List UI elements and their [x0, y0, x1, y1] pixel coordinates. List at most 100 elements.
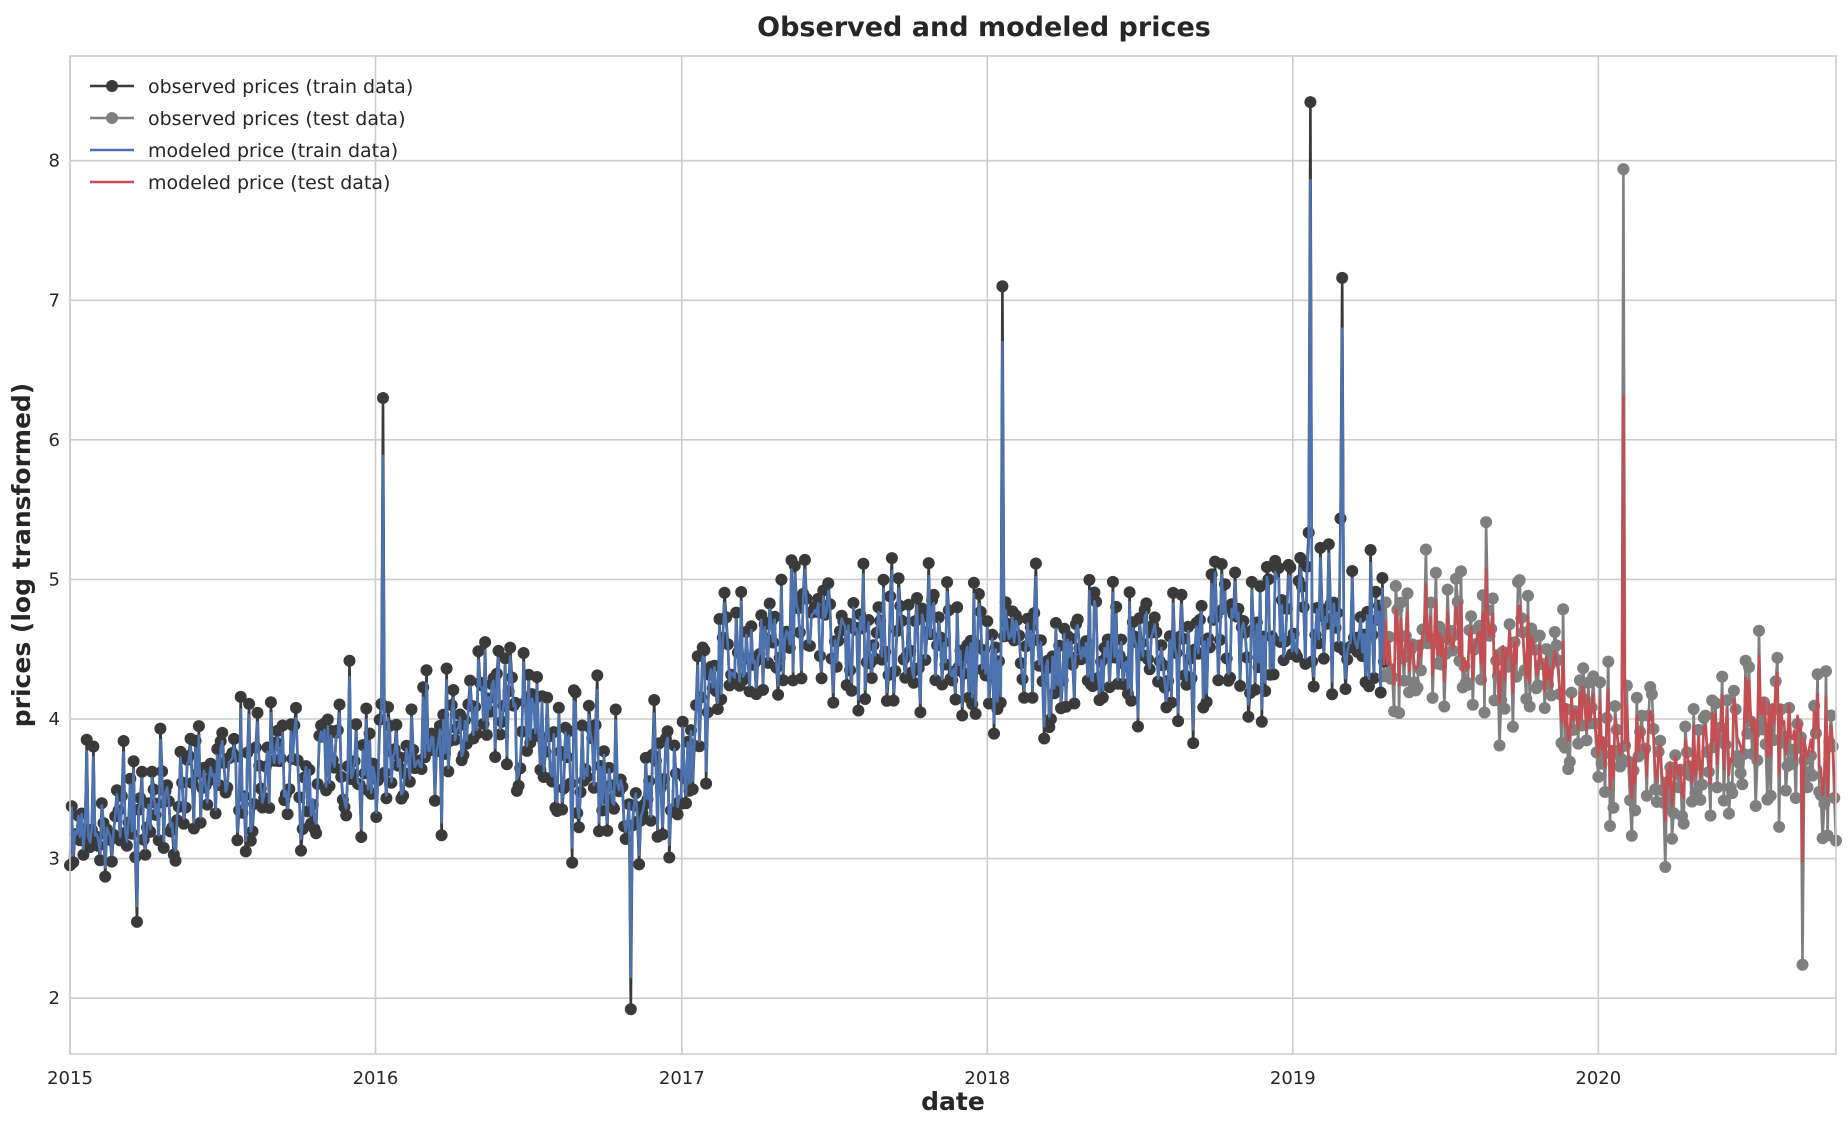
observed-train-point	[1249, 683, 1262, 696]
observed-train-point	[663, 851, 676, 864]
observed-train-point	[1071, 613, 1084, 626]
observed-test-point	[1592, 770, 1605, 783]
observed-train-point	[847, 597, 860, 609]
observed-train-point	[591, 669, 604, 682]
observed-train-point	[956, 709, 969, 722]
observed-train-point	[1307, 680, 1320, 693]
observed-train-point	[500, 758, 513, 771]
observed-test-point	[1548, 626, 1561, 638]
observed-train-point	[676, 715, 689, 728]
observed-train-point	[803, 639, 816, 652]
observed-train-point	[479, 636, 492, 649]
observed-train-point	[661, 725, 674, 738]
observed-test-point	[1773, 820, 1786, 833]
observed-train-point	[1339, 683, 1352, 695]
y-tick-label: 4	[49, 709, 60, 730]
observed-train-point	[494, 728, 507, 741]
observed-train-point	[1336, 271, 1349, 284]
observed-test-point	[1522, 589, 1534, 602]
observed-test-point	[1604, 820, 1616, 832]
observed-train-point	[671, 808, 684, 821]
y-tick-label: 2	[49, 988, 60, 1009]
legend-swatch-marker	[106, 80, 118, 92]
observed-train-point	[154, 722, 167, 735]
observed-test-point	[1716, 670, 1729, 683]
observed-train-point	[718, 586, 731, 599]
legend-label: modeled price (test data)	[148, 172, 390, 194]
observed-train-point	[117, 735, 130, 747]
observed-test-point	[1411, 681, 1424, 694]
observed-test-point	[1687, 703, 1700, 715]
observed-train-point	[380, 792, 393, 805]
observed-train-point	[377, 392, 389, 404]
legend-item: modeled price (train data)	[90, 140, 398, 162]
observed-test-point	[1557, 603, 1570, 616]
observed-test-point	[1498, 702, 1511, 715]
observed-train-point	[281, 808, 294, 821]
observed-train-point	[136, 765, 148, 778]
observed-train-point	[146, 765, 158, 778]
observed-train-point	[244, 834, 257, 847]
observed-train-point	[1212, 674, 1225, 687]
observed-train-point	[1187, 737, 1200, 750]
observed-train-point	[914, 706, 927, 719]
observed-train-point	[157, 841, 170, 854]
plot-markers	[64, 96, 1842, 1016]
observed-test-point	[1455, 565, 1467, 578]
observed-train-point	[872, 601, 885, 614]
observed-test-point	[1550, 639, 1563, 652]
observed-test-point	[1480, 516, 1493, 529]
observed-train-point	[390, 718, 403, 731]
observed-train-point	[131, 915, 143, 928]
observed-train-point	[735, 586, 748, 598]
observed-train-point	[798, 553, 811, 566]
x-tick-label: 2020	[1575, 1068, 1621, 1089]
observed-train-point	[1132, 720, 1144, 733]
observed-train-point	[907, 676, 920, 689]
observed-test-point	[1478, 706, 1491, 719]
observed-train-point	[428, 794, 441, 807]
observed-train-point	[1224, 671, 1236, 684]
observed-train-point	[547, 726, 560, 739]
grid-lines	[69, 56, 1836, 1054]
observed-train-point	[161, 779, 174, 792]
observed-train-point	[343, 654, 356, 667]
observed-train-point	[1374, 686, 1387, 699]
plot-frame	[69, 55, 1837, 1055]
legend-label: observed prices (test data)	[148, 108, 406, 130]
observed-train-point	[321, 713, 334, 726]
observed-test-point	[1820, 665, 1832, 678]
modeled-train-line	[68, 178, 1386, 979]
x-tick-label: 2016	[353, 1068, 399, 1089]
observed-test-point	[1722, 807, 1735, 820]
observed-train-point	[440, 662, 453, 675]
observed-train-point	[569, 686, 582, 699]
observed-test-point	[1503, 618, 1516, 631]
modeled-test-line	[1382, 395, 1838, 863]
observed-test-point	[1398, 674, 1411, 687]
chart-title: Observed and modeled prices	[757, 12, 1211, 43]
observed-train-point	[472, 645, 485, 658]
y-axis-label: prices (log transformed)	[7, 383, 36, 727]
observed-train-point	[87, 740, 100, 753]
x-axis-label: date	[921, 1087, 985, 1116]
observed-train-point	[815, 672, 828, 685]
observed-train-point	[986, 628, 999, 641]
y-tick-label: 6	[49, 430, 60, 451]
observed-train-point	[902, 598, 915, 611]
observed-test-point	[1424, 596, 1437, 609]
observed-train-point	[775, 573, 788, 586]
observed-train-point	[95, 797, 108, 810]
observed-test-point	[1513, 574, 1526, 587]
observed-train-point	[1155, 639, 1168, 652]
legend-label: observed prices (train data)	[148, 76, 413, 98]
legend-item: observed prices (train data)	[90, 76, 413, 98]
x-tick-label: 2015	[47, 1068, 93, 1089]
observed-train-point	[972, 588, 985, 600]
observed-train-point	[862, 614, 875, 626]
observed-train-point	[209, 807, 222, 820]
observed-train-point	[1234, 679, 1247, 692]
observed-train-point	[552, 701, 565, 714]
observed-train-point	[996, 280, 1009, 293]
